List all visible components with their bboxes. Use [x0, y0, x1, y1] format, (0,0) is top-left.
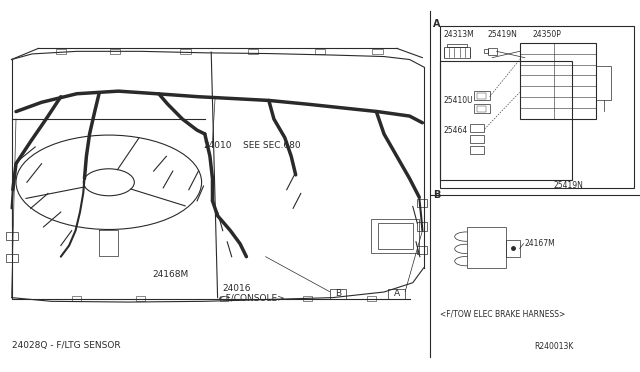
Bar	[56, 49, 66, 54]
Bar	[447, 44, 467, 47]
Text: B: B	[433, 190, 441, 200]
Bar	[484, 49, 488, 53]
Bar	[417, 199, 427, 207]
Bar	[596, 65, 611, 100]
Bar	[470, 146, 484, 154]
Text: 25410U: 25410U	[444, 96, 473, 105]
Bar	[330, 289, 346, 299]
Bar	[470, 135, 484, 143]
Bar	[470, 124, 484, 132]
Text: <F/TOW ELEC BRAKE HARNESS>: <F/TOW ELEC BRAKE HARNESS>	[440, 310, 566, 319]
Text: 24313M: 24313M	[444, 30, 474, 39]
Bar	[248, 49, 258, 54]
Text: 25419N: 25419N	[554, 181, 584, 190]
Text: <F/CONSOLE>: <F/CONSOLE>	[218, 293, 284, 302]
Text: 25419N: 25419N	[488, 30, 518, 39]
Bar	[372, 49, 383, 54]
Bar	[474, 91, 490, 100]
Bar	[367, 296, 376, 301]
Text: R240013K: R240013K	[534, 342, 574, 351]
Text: 24016: 24016	[223, 284, 252, 293]
Bar	[303, 296, 312, 301]
Bar	[315, 49, 325, 54]
Bar	[371, 219, 419, 253]
Bar	[388, 289, 405, 299]
Bar	[467, 227, 506, 268]
Bar	[417, 246, 427, 254]
Bar	[474, 104, 490, 113]
Bar	[180, 49, 191, 54]
Bar	[136, 296, 145, 301]
Text: 24028Q - F/LTG SENSOR: 24028Q - F/LTG SENSOR	[12, 341, 120, 350]
Bar	[477, 106, 486, 112]
Bar	[488, 48, 497, 55]
Text: B: B	[335, 289, 341, 298]
Bar	[444, 47, 470, 58]
Bar	[520, 43, 596, 119]
Bar	[506, 240, 520, 257]
Bar	[417, 222, 427, 231]
Bar	[477, 93, 486, 99]
Bar	[378, 223, 413, 249]
Bar	[6, 232, 18, 240]
Text: 24010: 24010	[204, 141, 232, 150]
Text: 24350P: 24350P	[532, 30, 561, 39]
Text: 24168M: 24168M	[152, 270, 189, 279]
Bar	[72, 296, 81, 301]
Text: SEE SEC.680: SEE SEC.680	[243, 141, 301, 150]
Text: A: A	[394, 289, 400, 298]
Bar	[220, 296, 228, 301]
Bar	[440, 61, 572, 180]
Text: 25464: 25464	[444, 126, 468, 135]
Text: 24167M: 24167M	[525, 239, 556, 248]
Text: A: A	[433, 19, 441, 29]
Bar	[110, 49, 120, 54]
Bar	[440, 26, 634, 188]
Bar	[6, 254, 18, 262]
